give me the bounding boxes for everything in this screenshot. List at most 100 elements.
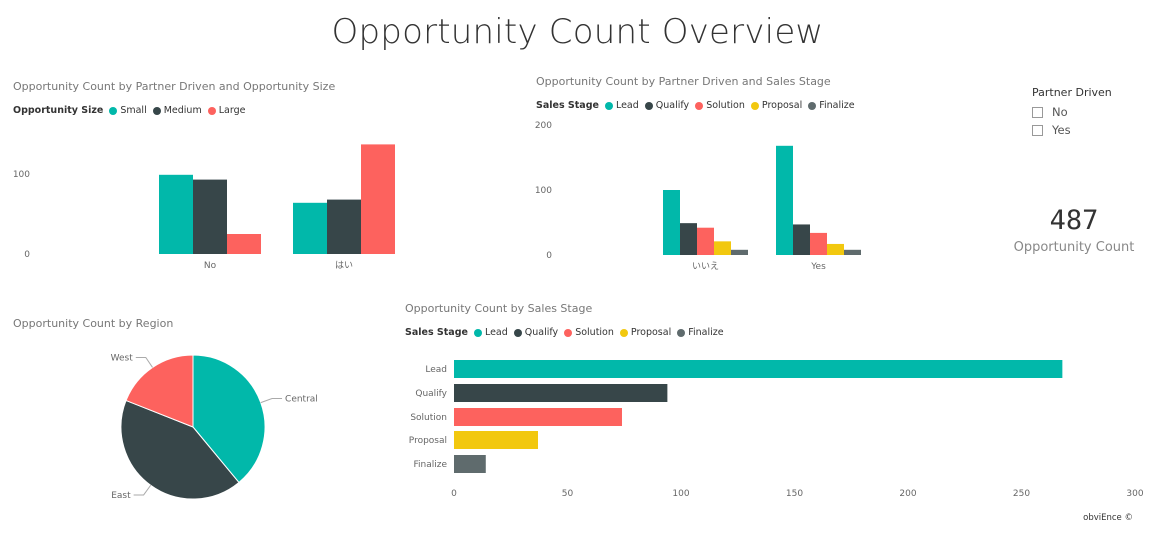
y-tick-label: Qualify [415, 389, 447, 399]
bar[interactable] [714, 241, 731, 255]
legend-label: Solution [706, 100, 745, 111]
x-tick-label: はい [335, 260, 353, 271]
y-tick-label: Lead [425, 365, 447, 375]
legend-dot-icon [808, 101, 817, 110]
pie-leader-line [133, 484, 152, 496]
bar[interactable] [810, 232, 827, 255]
slicer-item-label: Yes [1052, 123, 1071, 137]
y-tick-label: 100 [13, 170, 30, 180]
checkbox-icon[interactable] [1032, 124, 1043, 136]
legend-dot-icon [207, 106, 216, 115]
chart-stage-partner-plot[interactable]: 0 100 200 いいえ Yes [520, 115, 920, 280]
x-tick-label: No [204, 261, 217, 271]
chart-size-legend: Opportunity Size Small Medium Large [13, 105, 251, 116]
bar[interactable] [327, 199, 361, 254]
bar[interactable] [361, 144, 395, 254]
x-tick-label: Yes [810, 262, 826, 272]
legend-dot-icon [677, 328, 686, 337]
legend-label: Small [120, 105, 147, 116]
chart-region-title: Opportunity Count by Region [13, 317, 174, 330]
bar[interactable] [454, 431, 538, 449]
y-tick-label: Solution [410, 413, 447, 423]
chart-stage-partner-legend: Sales Stage Lead Qualify Solution Proposal F… [536, 100, 861, 111]
y-tick-label: 0 [546, 251, 552, 261]
legend-title: Sales Stage [536, 100, 599, 111]
chart-stage-partner-title: Opportunity Count by Partner Driven and … [536, 75, 831, 88]
chart-stage-legend: Sales Stage Lead Qualify Solution Proposal F… [405, 327, 730, 338]
page-title: Opportunity Count Overview [331, 12, 824, 52]
chart-region-plot[interactable]: Central East West [0, 335, 380, 525]
pie-slice[interactable] [192, 354, 266, 484]
footer-credit: obviEnce © [1083, 513, 1133, 523]
legend-dot-icon [564, 328, 573, 337]
bar[interactable] [731, 249, 748, 255]
bar[interactable] [844, 249, 861, 255]
legend-item[interactable]: Solution [564, 327, 614, 338]
legend-item[interactable]: Medium [152, 105, 202, 116]
bar[interactable] [697, 227, 714, 255]
y-tick-label: 100 [535, 186, 552, 196]
x-tick-label: 100 [672, 489, 689, 499]
slicer-item-no[interactable]: No [1032, 105, 1112, 119]
pie-slice-label: West [111, 354, 134, 364]
legend-item[interactable]: Proposal [750, 100, 803, 111]
pie-slice-label: Central [285, 395, 318, 405]
legend-label: Qualify [655, 100, 690, 111]
bar[interactable] [159, 174, 193, 254]
legend-dot-icon [604, 101, 613, 110]
pie-slice[interactable] [125, 354, 194, 428]
chart-size-title: Opportunity Count by Partner Driven and … [13, 80, 336, 93]
bar[interactable] [793, 224, 810, 255]
slicer-item-yes[interactable]: Yes [1032, 123, 1112, 137]
bar[interactable] [227, 234, 261, 254]
legend-label: Finalize [819, 100, 855, 111]
legend-label: Large [218, 105, 246, 116]
legend-label: Medium [163, 105, 202, 116]
legend-dot-icon [513, 328, 522, 337]
legend-item[interactable]: Proposal [619, 327, 672, 338]
legend-item[interactable]: Finalize [808, 100, 855, 111]
bar[interactable] [454, 360, 1063, 378]
y-tick-label: 200 [535, 121, 552, 131]
legend-item[interactable]: Small [109, 105, 147, 116]
bar[interactable] [454, 408, 622, 426]
legend-label: Proposal [630, 327, 672, 338]
legend-dot-icon [473, 328, 482, 337]
legend-title: Sales Stage [405, 327, 468, 338]
bar[interactable] [454, 384, 668, 402]
legend-dot-icon [109, 106, 118, 115]
legend-label: Lead [615, 100, 639, 111]
legend-title: Opportunity Size [13, 105, 104, 116]
bar[interactable] [776, 145, 793, 255]
legend-item[interactable]: Finalize [677, 327, 724, 338]
legend-dot-icon [750, 101, 759, 110]
bar[interactable] [663, 190, 680, 255]
legend-item[interactable]: Qualify [513, 327, 558, 338]
bar[interactable] [454, 455, 486, 473]
legend-label: Solution [575, 327, 614, 338]
legend-items: Lead Qualify Solution Proposal Finalize [473, 327, 730, 338]
legend-item[interactable]: Lead [473, 327, 508, 338]
chart-stage-plot[interactable]: Lead Qualify Solution Proposal Finalize 0 50 10… [395, 350, 1155, 505]
legend-item[interactable]: Lead [604, 100, 639, 111]
pie-slice-label: East [111, 491, 131, 501]
chart-size-plot[interactable]: 0 100 No はい [0, 120, 500, 280]
x-tick-label: 150 [786, 489, 803, 499]
legend-item[interactable]: Qualify [644, 100, 690, 111]
pie-leader-line [135, 357, 153, 368]
bar[interactable] [193, 179, 227, 254]
x-tick-label: 300 [1126, 489, 1143, 499]
legend-item[interactable]: Large [207, 105, 246, 116]
bar[interactable] [827, 243, 844, 255]
checkbox-icon[interactable] [1032, 106, 1043, 118]
legend-item[interactable]: Solution [695, 100, 745, 111]
card-value: 487 [1049, 205, 1099, 236]
bar[interactable] [680, 223, 697, 255]
opportunity-count-card: 487 Opportunity Count [1005, 205, 1143, 255]
pie-leader-line [260, 398, 283, 404]
x-tick-label: 250 [1013, 489, 1030, 499]
legend-label: Proposal [761, 100, 803, 111]
bar[interactable] [293, 202, 327, 254]
legend-label: Lead [484, 327, 508, 338]
pie-slice[interactable] [120, 399, 240, 500]
